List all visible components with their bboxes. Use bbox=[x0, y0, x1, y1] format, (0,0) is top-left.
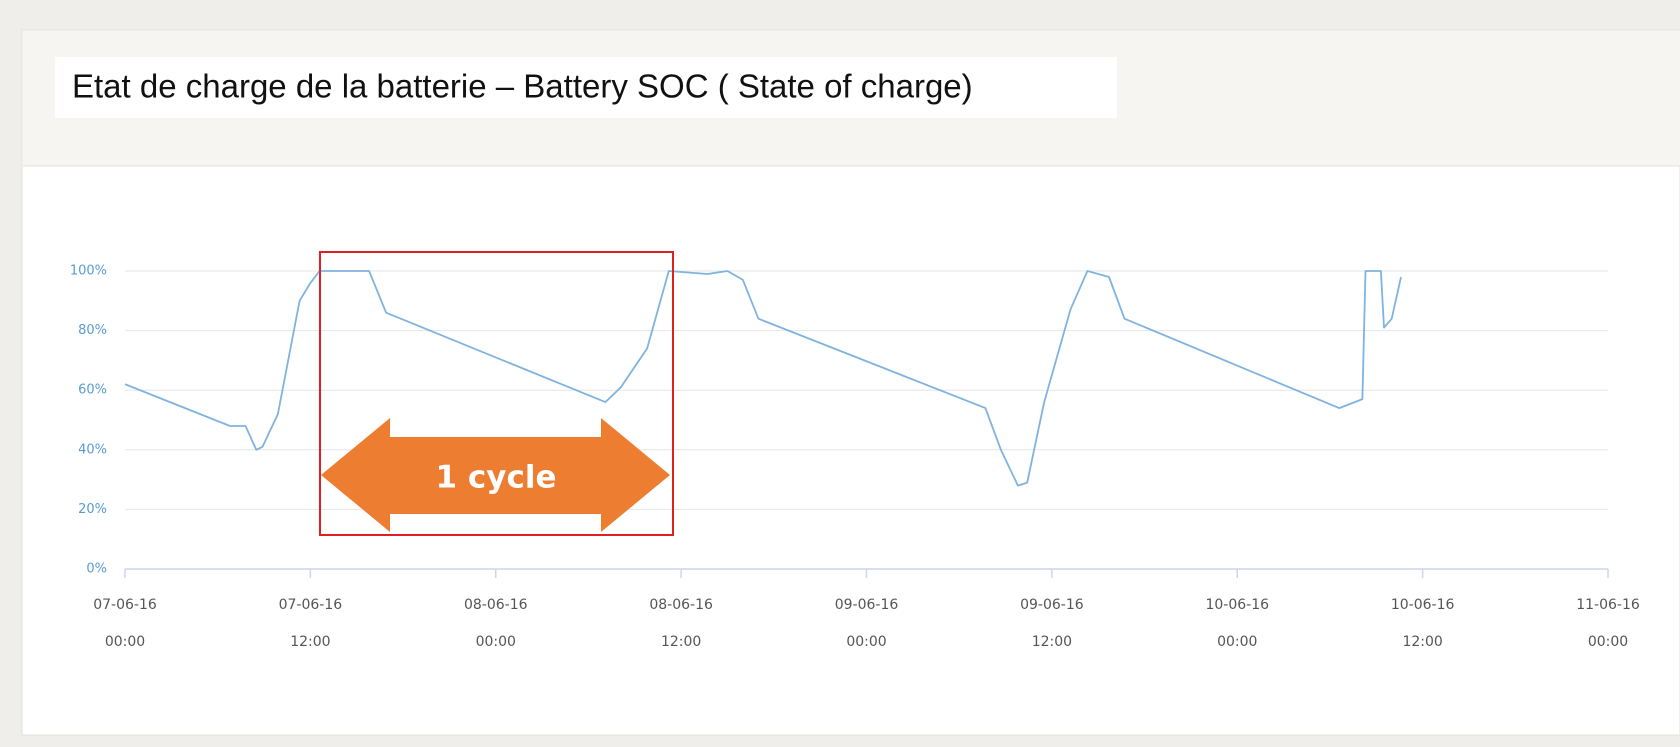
x-tick-label: 07-06-16 bbox=[93, 597, 157, 613]
cycle-box bbox=[319, 251, 674, 536]
x-tick-label: 00:00 bbox=[105, 634, 145, 650]
x-tick-label: 12:00 bbox=[1032, 634, 1072, 650]
x-tick-label: 08-06-16 bbox=[464, 597, 528, 613]
plot: 0% 20% 40% 60% 80% 100% 07-06-16 00:00 07-06-16 1… bbox=[70, 264, 1640, 651]
soc-line bbox=[124, 270, 1402, 487]
x-tick-label: 10-06-16 bbox=[1391, 597, 1455, 613]
x-tick-label: 00:00 bbox=[1217, 634, 1257, 650]
annotation-label: 1 cycle bbox=[436, 460, 557, 496]
y-tick-label: 0% bbox=[86, 562, 107, 577]
cycle-arrow bbox=[321, 418, 670, 532]
x-tick-label: 07-06-16 bbox=[279, 597, 343, 613]
x-tick-label: 00:00 bbox=[846, 634, 886, 650]
y-tick-label: 80% bbox=[78, 323, 107, 338]
x-tick-label: 12:00 bbox=[661, 634, 701, 650]
annotation: 1 cycle bbox=[319, 251, 674, 536]
y-tick-label: 20% bbox=[78, 502, 107, 517]
x-tick-label: 00:00 bbox=[476, 634, 516, 650]
x-tick-label: 12:00 bbox=[1402, 634, 1442, 650]
chart-title: Etat de charge de la batterie – Battery … bbox=[72, 68, 973, 105]
y-tick-label: 40% bbox=[78, 442, 107, 457]
x-tick-label: 09-06-16 bbox=[1020, 597, 1084, 613]
y-tick-label: 100% bbox=[70, 264, 107, 279]
x-tick-label: 12:00 bbox=[290, 634, 330, 650]
y-tick-label: 60% bbox=[78, 383, 107, 398]
title-box bbox=[55, 57, 1117, 118]
x-tick-label: 08-06-16 bbox=[649, 597, 713, 613]
x-tick-label: 10-06-16 bbox=[1205, 597, 1269, 613]
x-tick-label: 00:00 bbox=[1588, 634, 1628, 650]
x-tick-label: 09-06-16 bbox=[835, 597, 899, 613]
x-tick-label: 11-06-16 bbox=[1576, 597, 1640, 613]
